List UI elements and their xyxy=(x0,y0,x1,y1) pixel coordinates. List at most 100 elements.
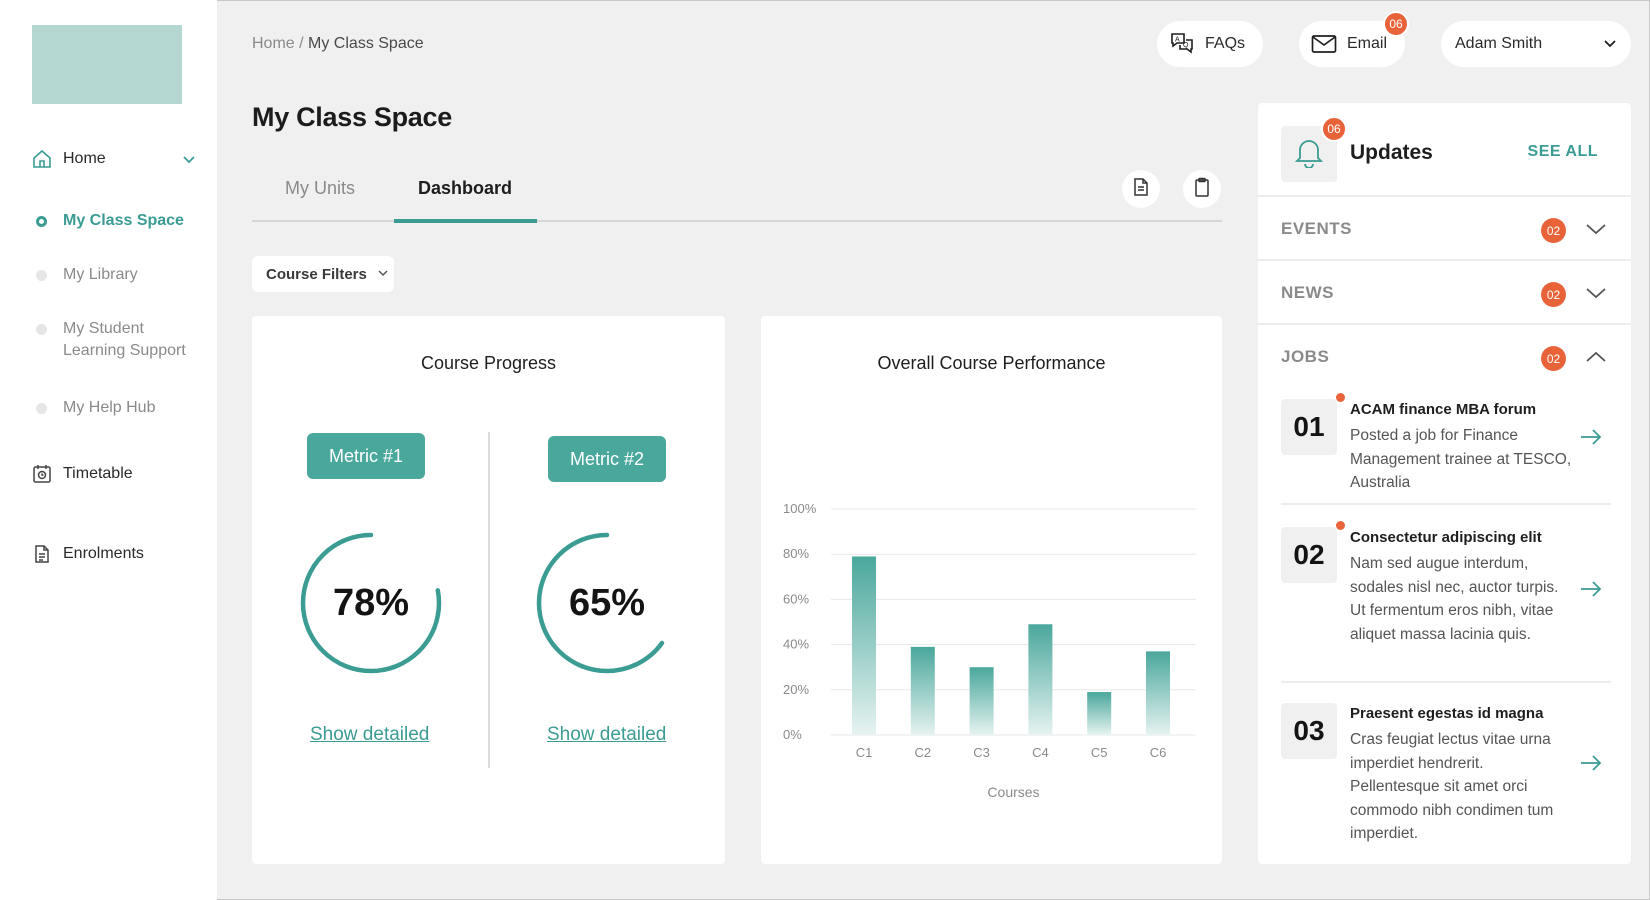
section-label: EVENTS xyxy=(1281,219,1353,238)
section-label: NEWS xyxy=(1281,283,1334,302)
tab-bar: My Units Dashboard xyxy=(252,170,1222,223)
sidebar-item-home[interactable]: Home xyxy=(31,148,196,170)
arrow-right-icon[interactable] xyxy=(1579,753,1603,778)
y-tick-label: 60% xyxy=(783,591,809,606)
bar xyxy=(1087,692,1112,735)
job-item[interactable]: 01 ACAM finance MBA forum Posted a job f… xyxy=(1281,393,1611,505)
events-count-badge: 02 xyxy=(1541,218,1566,243)
tab-dashboard[interactable]: Dashboard xyxy=(418,178,513,198)
x-tick-label: C5 xyxy=(1091,745,1108,760)
page-title: My Class Space xyxy=(252,102,452,132)
timetable-icon xyxy=(31,463,53,485)
course-filters-dropdown[interactable]: Course Filters xyxy=(252,256,394,292)
chevron-down-icon xyxy=(377,266,389,283)
news-section-toggle[interactable]: NEWS 02 xyxy=(1258,263,1631,325)
active-dot-icon xyxy=(36,216,47,227)
breadcrumb: Home / My Class Space xyxy=(252,35,424,53)
job-description: Posted a job for Finance Management trai… xyxy=(1350,427,1572,491)
unread-dot-icon xyxy=(1336,521,1345,530)
y-tick-label: 40% xyxy=(783,637,809,652)
jobs-count-badge: 02 xyxy=(1541,346,1566,371)
chevron-down-icon[interactable] xyxy=(182,152,196,171)
metric-1-button[interactable]: Metric #1 xyxy=(307,433,425,479)
gauge-value: 65% xyxy=(568,581,646,624)
sidebar-item-my-student-learning-support[interactable]: My Student Learning Support xyxy=(36,318,203,362)
x-axis-label: Courses xyxy=(987,784,1039,800)
logo[interactable] xyxy=(32,25,182,104)
x-tick-label: C2 xyxy=(914,745,931,760)
chart-title: Overall Course Performance xyxy=(877,353,1106,373)
show-detailed-link-2[interactable]: Show detailed xyxy=(547,724,667,745)
sidebar-item-label: Home xyxy=(63,150,106,167)
progress-gauge-1: 78% xyxy=(297,529,445,677)
bar xyxy=(969,667,994,735)
job-description: Nam sed augue interdum, sodales nisl nec… xyxy=(1350,555,1559,643)
breadcrumb-current: My Class Space xyxy=(308,35,424,52)
dot-icon xyxy=(36,270,47,281)
show-detailed-link-1[interactable]: Show detailed xyxy=(310,724,430,745)
sidebar-item-label: Timetable xyxy=(63,465,133,482)
bell-icon xyxy=(1294,136,1324,173)
clipboard-button[interactable] xyxy=(1183,170,1221,208)
svg-text:Q: Q xyxy=(1183,42,1189,49)
sidebar-item-label: My Student Learning Support xyxy=(63,320,186,359)
job-title: ACAM finance MBA forum xyxy=(1350,401,1537,418)
bar xyxy=(1028,624,1053,735)
chevron-down-icon xyxy=(1584,219,1608,244)
arrow-right-icon[interactable] xyxy=(1579,579,1603,604)
updates-header: 06 Updates SEE ALL xyxy=(1258,103,1631,197)
job-number: 01 xyxy=(1281,399,1337,455)
email-button[interactable]: Email 06 xyxy=(1299,11,1409,67)
job-title: Praesent egestas id magna xyxy=(1350,705,1544,722)
jobs-section-toggle[interactable]: JOBS 02 xyxy=(1258,327,1631,389)
metric-2-button[interactable]: Metric #2 xyxy=(548,436,666,482)
user-name: Adam Smith xyxy=(1455,35,1543,52)
notifications-button[interactable]: 06 xyxy=(1281,116,1347,182)
events-section-toggle[interactable]: EVENTS 02 xyxy=(1258,199,1631,261)
bar xyxy=(1146,651,1170,735)
sidebar-item-my-class-space[interactable]: My Class Space xyxy=(36,210,203,232)
tab-my-units[interactable]: My Units xyxy=(285,178,356,198)
x-tick-label: C3 xyxy=(973,745,990,760)
job-description: Cras feugiat lectus vitae urna imperdiet… xyxy=(1350,731,1554,842)
sidebar-item-timetable[interactable]: Timetable xyxy=(31,463,133,485)
course-progress-card: Course Progress Metric #1 Metric #2 78% … xyxy=(252,316,725,864)
arrow-right-icon[interactable] xyxy=(1579,427,1603,452)
sidebar-item-label: Enrolments xyxy=(63,545,144,562)
x-tick-label: C6 xyxy=(1150,745,1167,760)
job-number: 02 xyxy=(1281,527,1337,583)
document-button[interactable] xyxy=(1122,170,1160,208)
bar xyxy=(852,556,876,735)
y-tick-label: 100% xyxy=(783,501,817,516)
user-menu[interactable]: Adam Smith xyxy=(1441,21,1631,67)
active-tab-indicator xyxy=(394,219,537,223)
job-item[interactable]: 02 Consectetur adipiscing elit Nam sed a… xyxy=(1281,521,1611,683)
breadcrumb-home-link[interactable]: Home / xyxy=(252,35,304,52)
y-tick-label: 0% xyxy=(783,727,802,742)
sidebar-item-my-help-hub[interactable]: My Help Hub xyxy=(36,397,203,419)
course-performance-card: Overall Course Performance 0% 20% 40% 60% 80… xyxy=(761,316,1222,864)
home-icon xyxy=(31,148,53,170)
sidebar-item-my-library[interactable]: My Library xyxy=(36,264,203,286)
svg-text:A: A xyxy=(1175,37,1180,44)
see-all-link[interactable]: SEE ALL xyxy=(1527,143,1598,160)
email-label: Email xyxy=(1347,35,1388,52)
gauge-value: 78% xyxy=(332,581,410,624)
x-tick-label: C1 xyxy=(856,745,873,760)
job-number: 03 xyxy=(1281,703,1337,759)
updates-count-badge: 06 xyxy=(1321,116,1347,142)
job-item[interactable]: 03 Praesent egestas id magna Cras feugia… xyxy=(1281,697,1611,857)
y-tick-label: 20% xyxy=(783,682,809,697)
section-label: JOBS xyxy=(1281,347,1330,366)
news-count-badge: 02 xyxy=(1541,282,1566,307)
document-icon xyxy=(31,543,53,565)
email-count-badge: 06 xyxy=(1383,11,1409,37)
clipboard-icon xyxy=(1192,177,1212,202)
sidebar-item-enrolments[interactable]: Enrolments xyxy=(31,543,144,565)
document-icon xyxy=(1131,177,1151,202)
x-tick-label: C4 xyxy=(1032,745,1049,760)
chevron-down-icon xyxy=(1584,283,1608,308)
dot-icon xyxy=(36,403,47,414)
updates-panel: 06 Updates SEE ALL EVENTS 02 NEWS 02 JOB… xyxy=(1258,103,1631,864)
